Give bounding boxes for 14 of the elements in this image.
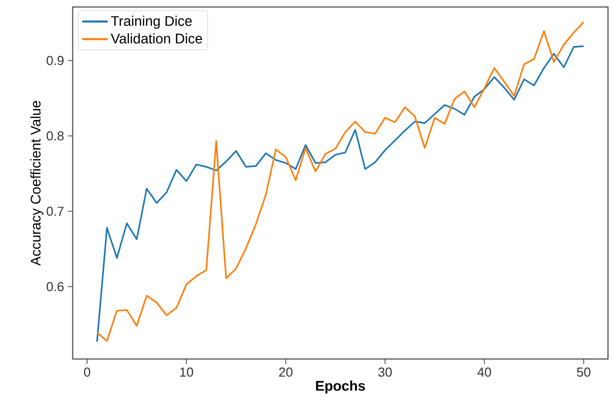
x-tick-label: 50 <box>576 368 590 377</box>
y-tick-label: 0.8 <box>46 131 64 140</box>
x-axis-title: Epochs <box>316 380 365 394</box>
legend-label: Validation Dice <box>110 33 202 44</box>
x-tick-label: 20 <box>279 368 292 377</box>
y-tick-label: 0.6 <box>46 282 64 292</box>
y-axis-title: Accuracy Coefficient Value <box>30 100 44 266</box>
x-tick-label: 0 <box>84 368 90 377</box>
legend-label: Training Dice <box>111 16 192 29</box>
y-tick-label: 0.9 <box>46 56 64 66</box>
x-tick-label: 40 <box>477 368 492 377</box>
y-tick-label: 0.7 <box>46 206 64 216</box>
x-tick-label: 10 <box>180 368 194 377</box>
x-tick-label: 30 <box>378 368 392 377</box>
